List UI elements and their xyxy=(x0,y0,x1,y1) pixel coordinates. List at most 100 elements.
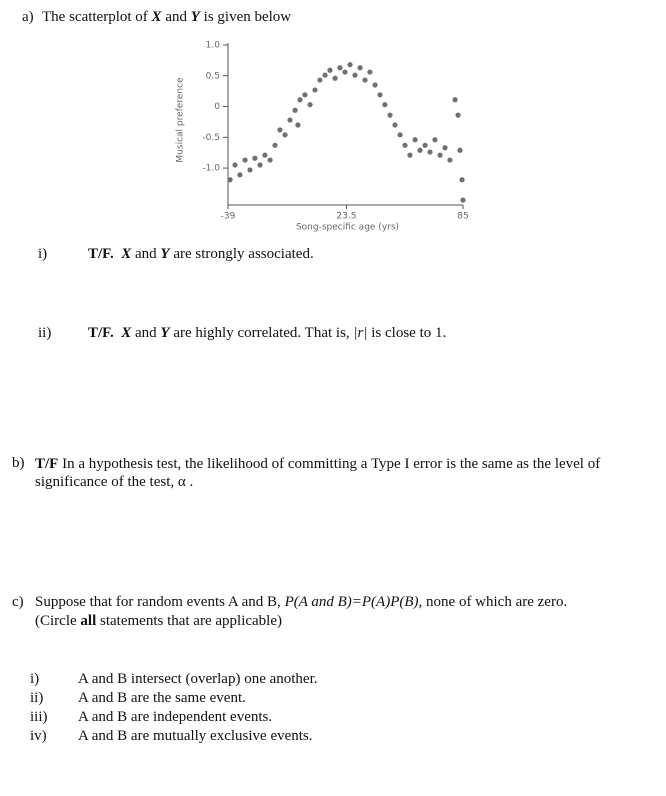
x-axis-label: Song-specific age (yrs) xyxy=(296,223,399,233)
point xyxy=(367,69,373,75)
formula: P(A and B)=P(A)P(B) xyxy=(284,594,419,610)
option-label: iv) xyxy=(30,728,47,744)
point xyxy=(437,152,443,158)
point xyxy=(417,147,423,153)
x-tick-label: 85 xyxy=(457,212,468,222)
point xyxy=(422,142,428,148)
text: statements that are applicable) xyxy=(96,613,282,629)
option-text: A and B are independent events. xyxy=(78,709,273,725)
part-b-label: b) xyxy=(12,455,25,471)
scatter-chart: 1.0 0.5 0 -0.5 -1.0 -39 23.5 85 Song-specific ag… xyxy=(176,41,469,233)
point xyxy=(427,149,433,155)
part-c-text: Suppose that for random events A and B, … xyxy=(35,594,567,611)
option-label: ii) xyxy=(30,690,44,706)
part-a-text: The scatterplot of X and Y is given belo… xyxy=(42,9,291,26)
y-axis-label: Musical preference xyxy=(176,77,186,163)
point xyxy=(322,72,328,78)
var: X xyxy=(121,246,132,262)
text: is close to 1. xyxy=(367,325,447,341)
point xyxy=(392,122,398,128)
point xyxy=(327,67,333,73)
option-text: A and B are mutually exclusive events. xyxy=(78,728,313,744)
point xyxy=(455,112,461,118)
var: Y xyxy=(190,9,200,25)
point xyxy=(412,137,418,143)
point xyxy=(452,97,458,103)
point xyxy=(252,155,258,161)
option-text: A and B are the same event. xyxy=(78,690,246,706)
y-tick-label: -1.0 xyxy=(202,164,220,174)
text: and xyxy=(131,325,161,341)
point xyxy=(295,122,301,128)
point xyxy=(317,77,323,83)
point xyxy=(337,65,343,71)
point xyxy=(277,127,283,133)
item-label: ii) xyxy=(38,325,52,341)
point xyxy=(352,72,358,78)
point xyxy=(447,157,453,163)
point xyxy=(407,152,413,158)
point xyxy=(287,117,293,123)
var: X xyxy=(151,9,162,25)
point xyxy=(312,87,318,93)
point xyxy=(247,167,253,173)
point xyxy=(382,102,388,108)
x-tick-label: 23.5 xyxy=(336,212,356,222)
point xyxy=(282,132,288,138)
point xyxy=(227,177,233,183)
text: are strongly associated. xyxy=(169,246,314,262)
y-tick-label: 0 xyxy=(214,102,220,112)
point xyxy=(262,152,268,158)
part-a-label: a) xyxy=(22,9,34,25)
point xyxy=(372,82,378,88)
point xyxy=(332,75,338,81)
point xyxy=(387,112,393,118)
point xyxy=(397,132,403,138)
part-b-text: T/F In a hypothesis test, the likelihood… xyxy=(35,455,645,491)
y-tick-label: -0.5 xyxy=(202,133,220,143)
point xyxy=(442,145,448,151)
text: , none of which are zero. xyxy=(418,594,568,610)
y-tick-label: 1.0 xyxy=(206,41,221,51)
point xyxy=(357,65,363,71)
tf: T/F xyxy=(35,456,59,472)
text: (Circle xyxy=(35,613,81,629)
point xyxy=(460,197,466,203)
point xyxy=(242,157,248,163)
point xyxy=(237,172,243,178)
point xyxy=(402,142,408,148)
point xyxy=(342,69,348,75)
point xyxy=(377,92,383,98)
point xyxy=(347,62,353,68)
point xyxy=(232,162,238,168)
tf: T/F. xyxy=(88,246,114,262)
item-text: T/F. X and Y are strongly associated. xyxy=(88,246,314,263)
text: and xyxy=(161,9,191,25)
text: are highly correlated. That is, xyxy=(169,325,354,341)
point xyxy=(362,77,368,83)
abs-r: |r| xyxy=(353,325,368,341)
y-tick-label: 0.5 xyxy=(206,71,220,81)
part-c-label: c) xyxy=(12,594,24,610)
emphasis: all xyxy=(80,613,97,629)
point xyxy=(297,97,303,103)
item-label: i) xyxy=(38,246,48,262)
option-label: i) xyxy=(30,671,40,687)
var: X xyxy=(121,325,132,341)
text: In a hypothesis test, the likelihood of … xyxy=(35,456,601,490)
text: is given below xyxy=(199,9,292,25)
point xyxy=(457,147,463,153)
part-c-note: (Circle all statements that are applicab… xyxy=(35,613,282,630)
point xyxy=(292,107,298,113)
var: Y xyxy=(160,325,170,341)
point xyxy=(302,92,308,98)
text: and xyxy=(131,246,161,262)
tf: T/F. xyxy=(88,325,114,341)
point xyxy=(267,157,273,163)
var: Y xyxy=(160,246,170,262)
point xyxy=(459,177,465,183)
option-text: A and B intersect (overlap) one another. xyxy=(78,671,318,687)
point xyxy=(307,102,313,108)
text: The scatterplot of xyxy=(42,9,152,25)
